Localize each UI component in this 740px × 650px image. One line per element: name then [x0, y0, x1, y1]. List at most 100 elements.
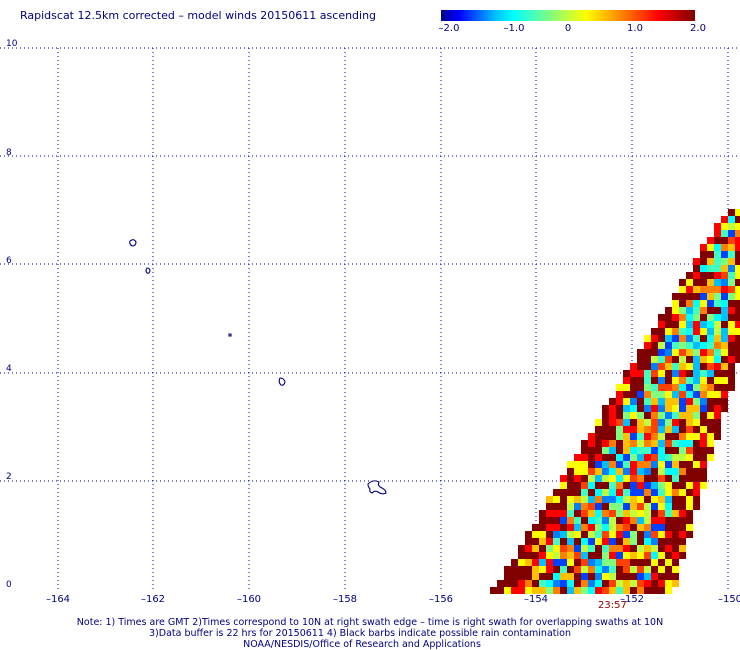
swath-cell — [686, 342, 693, 349]
swath-cell — [595, 559, 602, 566]
swath-cell — [672, 356, 679, 363]
swath-cell — [546, 524, 553, 531]
swath-cell — [693, 482, 700, 489]
swath-cell — [539, 587, 546, 594]
swath-cell — [609, 496, 616, 503]
swath-cell — [581, 454, 588, 461]
swath-cell — [735, 328, 740, 335]
swath-cell — [602, 531, 609, 538]
swath-cell — [735, 321, 740, 328]
swath-cell — [665, 419, 672, 426]
swath-cell — [665, 321, 672, 328]
swath-cell — [693, 503, 700, 510]
swath-cell — [686, 412, 693, 419]
swath-cell — [602, 412, 609, 419]
swath-cell — [651, 440, 658, 447]
swath-cell — [665, 307, 672, 314]
swath-cell — [679, 391, 686, 398]
swath-cell — [616, 517, 623, 524]
swath-cell — [637, 384, 644, 391]
swath-cell — [700, 482, 707, 489]
swath-cell — [672, 349, 679, 356]
swath-cell — [672, 531, 679, 538]
swath-cell — [665, 496, 672, 503]
swath-cell — [616, 580, 623, 587]
swath-cell — [693, 475, 700, 482]
swath-cell — [644, 363, 651, 370]
swath-cell — [623, 454, 630, 461]
swath-cell — [707, 293, 714, 300]
swath-cell — [658, 377, 665, 384]
swath-cell — [581, 475, 588, 482]
swath-cell — [511, 580, 518, 587]
swath-cell — [637, 503, 644, 510]
colorbar-tick: –2.0 — [438, 23, 460, 34]
swath-cell — [602, 440, 609, 447]
swath-cell — [686, 398, 693, 405]
swath-cell — [700, 468, 707, 475]
swath-cell — [588, 489, 595, 496]
swath-cell — [609, 524, 616, 531]
swath-cell — [616, 440, 623, 447]
swath-cell — [609, 517, 616, 524]
swath-cell — [630, 398, 637, 405]
swath-cell — [574, 552, 581, 559]
swath-cell — [588, 538, 595, 545]
swath-cell — [686, 328, 693, 335]
swath-cell — [679, 412, 686, 419]
swath-cell — [546, 580, 553, 587]
swath-cell — [595, 433, 602, 440]
swath-cell — [658, 468, 665, 475]
swath-cell — [616, 433, 623, 440]
swath-cell — [539, 566, 546, 573]
swath-cell — [707, 419, 714, 426]
swath-cell — [574, 489, 581, 496]
swath-cell — [679, 433, 686, 440]
swath-cell — [679, 279, 686, 286]
swath-cell — [735, 244, 740, 251]
y-axis-label: 0 — [6, 580, 12, 590]
swath-cell — [595, 587, 602, 594]
swath-cell — [525, 552, 532, 559]
swath-cell — [588, 447, 595, 454]
swath-cell — [707, 384, 714, 391]
swath-cell — [700, 461, 707, 468]
swath-cell — [728, 384, 735, 391]
island — [129, 239, 137, 247]
swath-cell — [700, 440, 707, 447]
swath-cell — [686, 426, 693, 433]
swath-cell — [735, 335, 740, 342]
swath-cell — [735, 342, 740, 349]
swath-cell — [574, 524, 581, 531]
swath-cell — [728, 307, 735, 314]
swath-cell — [525, 559, 532, 566]
swath-cell — [567, 552, 574, 559]
swath-cell — [539, 510, 546, 517]
swath-cell — [735, 237, 740, 244]
swath-cell — [644, 391, 651, 398]
swath-cell — [686, 293, 693, 300]
swath-cell — [532, 545, 539, 552]
swath-cell — [679, 293, 686, 300]
swath-cell — [721, 258, 728, 265]
swath-cell — [616, 412, 623, 419]
swath-cell — [658, 475, 665, 482]
swath-cell — [630, 538, 637, 545]
swath-cell — [574, 531, 581, 538]
swath-cell — [679, 454, 686, 461]
swath-cell — [616, 552, 623, 559]
swath-cell — [581, 447, 588, 454]
swath-cell — [616, 398, 623, 405]
swath-cell — [686, 482, 693, 489]
swath-cell — [672, 307, 679, 314]
swath-cell — [630, 419, 637, 426]
swath-cell — [595, 545, 602, 552]
swath-cell — [714, 342, 721, 349]
swath-cell — [693, 433, 700, 440]
swath-cell — [630, 503, 637, 510]
swath-cell — [574, 482, 581, 489]
swath-cell — [651, 496, 658, 503]
swath-cell — [623, 482, 630, 489]
swath-cell — [497, 580, 504, 587]
swath-cell — [721, 349, 728, 356]
